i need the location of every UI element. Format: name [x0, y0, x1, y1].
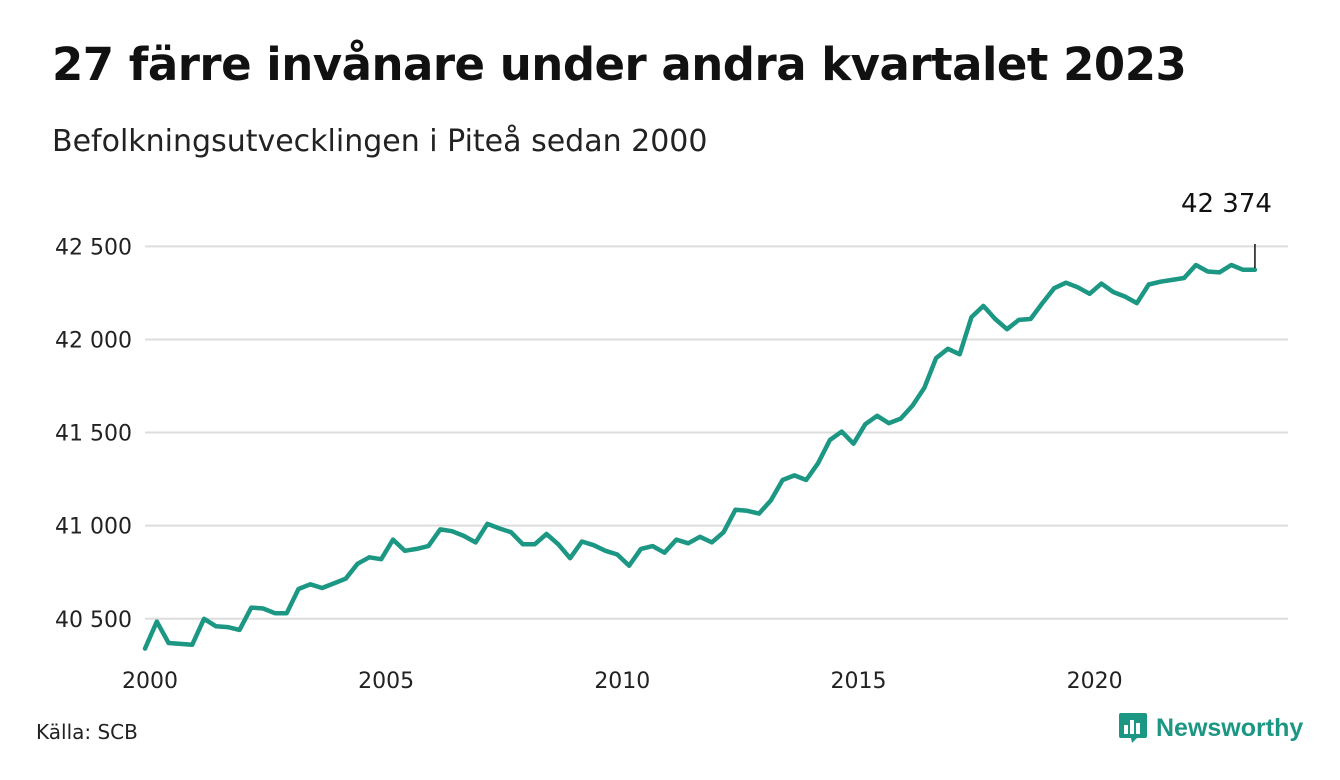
series-line-0 [142, 262, 1258, 651]
grid-lines [145, 245, 1288, 620]
x-tick-label: 2015 [830, 669, 886, 694]
y-tick-label: 42 500 [55, 235, 132, 260]
annotation-value-label: 42 374 [1181, 189, 1272, 219]
chart-subtitle: Befolkningsutvecklingen i Piteå sedan 20… [52, 124, 708, 159]
brand-logo: Newsworthy [1118, 712, 1303, 744]
x-tick-label: 2000 [122, 669, 178, 694]
chart-title: 27 färre invånare under andra kvartalet … [52, 38, 1187, 91]
source-label: Källa: SCB [36, 720, 138, 744]
series-layer [142, 262, 1258, 651]
y-axis-tick-labels: 40 500 41 000 41 500 42 000 42 500 [55, 235, 132, 632]
x-tick-label: 2010 [594, 669, 650, 694]
y-tick-label: 41 500 [55, 422, 132, 447]
brand-name: Newsworthy [1156, 713, 1304, 742]
bar-chart-speech-bubble-icon [1119, 713, 1147, 743]
x-axis-tick-labels: 2000 2005 2010 2015 2020 [122, 669, 1123, 694]
x-tick-label: 2020 [1067, 669, 1123, 694]
y-tick-label: 42 000 [55, 328, 132, 353]
x-tick-label: 2005 [358, 669, 414, 694]
y-tick-label: 40 500 [55, 608, 132, 633]
last-value-annotation: 42 374 [1181, 189, 1272, 268]
y-tick-label: 41 000 [55, 515, 132, 540]
